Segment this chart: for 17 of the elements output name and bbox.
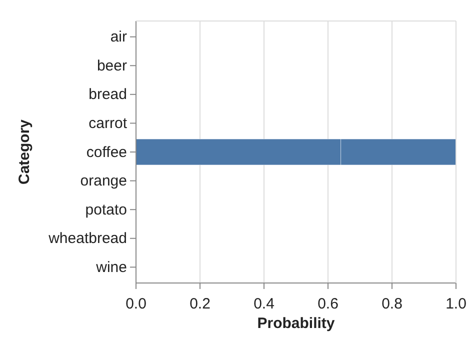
y-tick-label: orange bbox=[80, 172, 127, 190]
y-tick-label: bread bbox=[88, 86, 127, 104]
x-axis-title: Probability bbox=[257, 315, 336, 332]
y-tick-label: wine bbox=[95, 258, 127, 276]
y-tick-label: wheatbread bbox=[48, 230, 127, 248]
y-tick-label: air bbox=[110, 28, 128, 46]
y-tick-label: beer bbox=[96, 57, 127, 74]
y-tick-label: potato bbox=[85, 201, 127, 218]
x-tick-label: 1.0 bbox=[446, 296, 466, 312]
x-tick-label: 0.8 bbox=[382, 296, 402, 312]
y-axis-title: Category bbox=[16, 118, 33, 185]
x-tick-label: 0.2 bbox=[190, 296, 210, 312]
x-tick-label: 0.0 bbox=[126, 296, 146, 312]
y-tick-label: carrot bbox=[88, 115, 128, 132]
x-tick-label: 0.6 bbox=[318, 296, 338, 312]
y-tick-label: coffee bbox=[86, 144, 127, 161]
x-tick-label: 0.4 bbox=[254, 296, 274, 312]
